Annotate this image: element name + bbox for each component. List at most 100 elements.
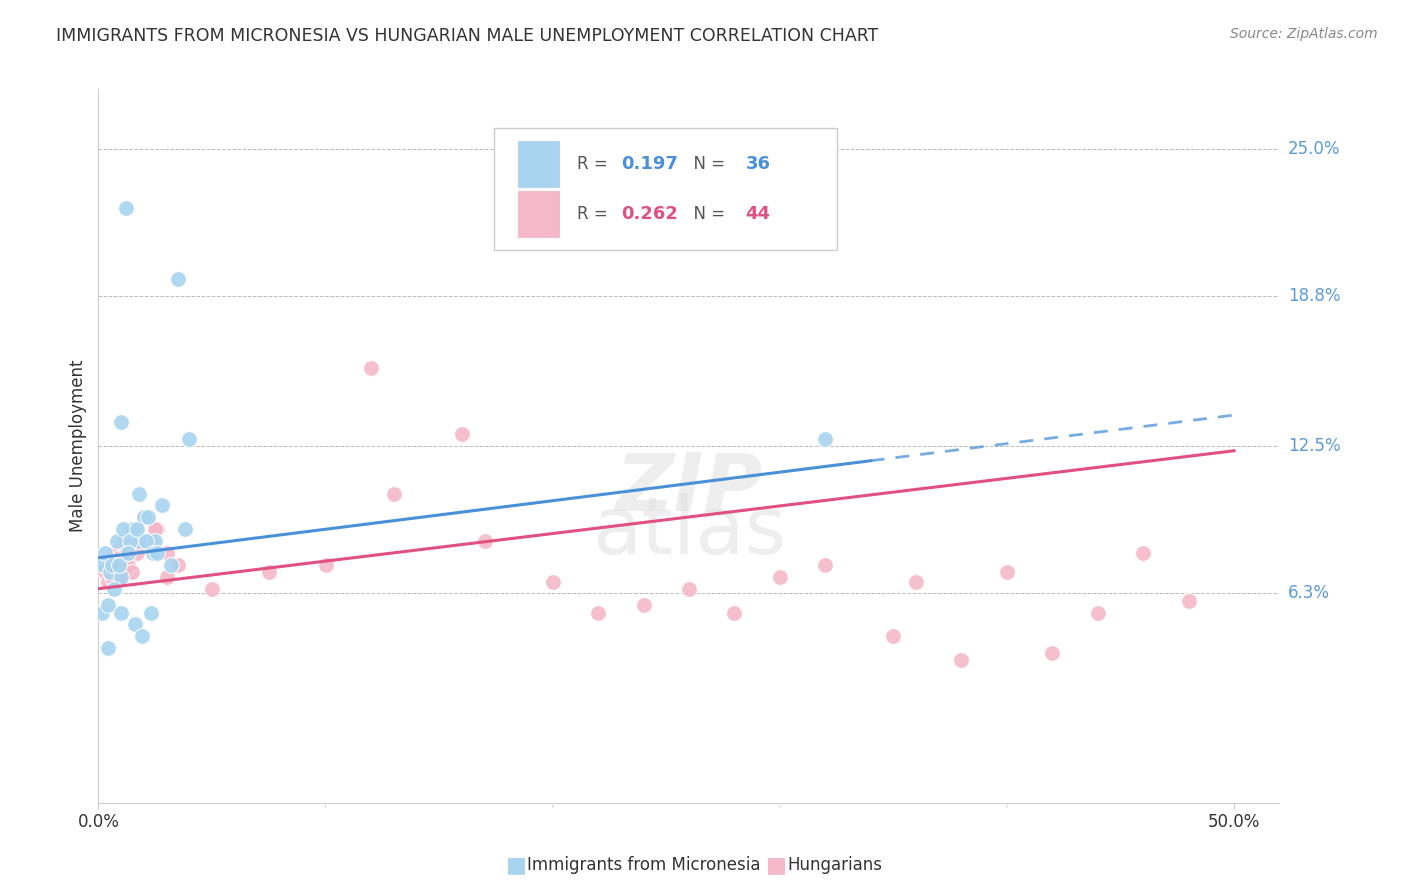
Text: Hungarians: Hungarians bbox=[787, 856, 883, 874]
Point bbox=[112, 522, 135, 536]
Point bbox=[1040, 646, 1063, 660]
Point bbox=[142, 546, 165, 560]
FancyBboxPatch shape bbox=[517, 141, 560, 187]
Point bbox=[950, 653, 973, 667]
Text: ■: ■ bbox=[766, 855, 787, 875]
Point bbox=[117, 558, 139, 572]
Point bbox=[120, 534, 142, 549]
Text: 36: 36 bbox=[745, 155, 770, 173]
Point bbox=[105, 534, 128, 549]
Text: atlas: atlas bbox=[592, 492, 786, 571]
Point bbox=[125, 522, 148, 536]
Point bbox=[105, 558, 128, 572]
Point bbox=[143, 534, 166, 549]
Point bbox=[139, 606, 162, 620]
Point bbox=[110, 570, 132, 584]
Point bbox=[146, 522, 169, 536]
Point bbox=[131, 629, 153, 643]
Point bbox=[108, 550, 131, 565]
Point bbox=[382, 486, 405, 500]
Text: 25.0%: 25.0% bbox=[1288, 140, 1340, 158]
Text: ZIP: ZIP bbox=[616, 450, 762, 528]
Point bbox=[160, 558, 183, 572]
Point bbox=[121, 522, 143, 536]
Point bbox=[117, 546, 139, 560]
Text: 12.5%: 12.5% bbox=[1288, 437, 1340, 455]
Point bbox=[90, 606, 112, 620]
Point bbox=[114, 201, 136, 215]
Point bbox=[1087, 606, 1109, 620]
Point bbox=[96, 599, 118, 613]
Point bbox=[1132, 546, 1154, 560]
Point bbox=[125, 546, 148, 560]
Point bbox=[882, 629, 904, 643]
Text: IMMIGRANTS FROM MICRONESIA VS HUNGARIAN MALE UNEMPLOYMENT CORRELATION CHART: IMMIGRANTS FROM MICRONESIA VS HUNGARIAN … bbox=[56, 27, 879, 45]
Point bbox=[173, 522, 195, 536]
Point bbox=[124, 617, 146, 632]
Point bbox=[155, 570, 177, 584]
Point bbox=[633, 599, 655, 613]
Point bbox=[94, 546, 117, 560]
Point bbox=[315, 558, 337, 572]
Point bbox=[723, 606, 745, 620]
Point bbox=[101, 570, 124, 584]
Point bbox=[179, 432, 201, 446]
Point bbox=[257, 565, 280, 579]
Point bbox=[110, 606, 132, 620]
Point bbox=[450, 427, 472, 442]
Text: Immigrants from Micronesia: Immigrants from Micronesia bbox=[527, 856, 761, 874]
Point bbox=[905, 574, 928, 589]
Point bbox=[128, 534, 150, 549]
Text: ■: ■ bbox=[506, 855, 527, 875]
Point bbox=[98, 558, 121, 572]
Point bbox=[138, 510, 160, 524]
Text: 18.8%: 18.8% bbox=[1288, 287, 1340, 305]
Point bbox=[155, 546, 177, 560]
Point bbox=[94, 565, 117, 579]
Point bbox=[108, 558, 131, 572]
FancyBboxPatch shape bbox=[517, 191, 560, 237]
Y-axis label: Male Unemployment: Male Unemployment bbox=[69, 359, 87, 533]
Point bbox=[769, 570, 792, 584]
Point bbox=[110, 415, 132, 429]
Point bbox=[995, 565, 1018, 579]
Point bbox=[112, 534, 135, 549]
Point bbox=[103, 582, 125, 596]
Point bbox=[474, 534, 496, 549]
Point bbox=[96, 574, 118, 589]
Point bbox=[150, 499, 173, 513]
Text: R =: R = bbox=[576, 155, 613, 173]
Point bbox=[128, 486, 150, 500]
Text: 44: 44 bbox=[745, 205, 770, 223]
Point bbox=[167, 558, 190, 572]
Point bbox=[121, 565, 143, 579]
Text: N =: N = bbox=[683, 155, 730, 173]
Point bbox=[132, 510, 155, 524]
FancyBboxPatch shape bbox=[494, 128, 837, 250]
Point bbox=[143, 522, 166, 536]
Point bbox=[360, 360, 382, 375]
Point bbox=[101, 558, 124, 572]
Point bbox=[541, 574, 564, 589]
Point bbox=[586, 606, 609, 620]
Point bbox=[1177, 593, 1199, 607]
Point bbox=[98, 565, 121, 579]
Point bbox=[132, 510, 155, 524]
Point bbox=[114, 546, 136, 560]
Point bbox=[201, 582, 224, 596]
Text: R =: R = bbox=[576, 205, 613, 223]
Point bbox=[678, 582, 700, 596]
Text: 0.262: 0.262 bbox=[621, 205, 679, 223]
Point bbox=[128, 534, 150, 549]
Text: N =: N = bbox=[683, 205, 730, 223]
Point bbox=[167, 272, 190, 286]
Point bbox=[110, 570, 132, 584]
Point bbox=[91, 558, 114, 572]
Point bbox=[103, 546, 125, 560]
Point bbox=[814, 558, 837, 572]
Point bbox=[135, 534, 157, 549]
Point bbox=[814, 432, 837, 446]
Text: Source: ZipAtlas.com: Source: ZipAtlas.com bbox=[1230, 27, 1378, 41]
Point bbox=[124, 522, 146, 536]
Text: 6.3%: 6.3% bbox=[1288, 584, 1330, 602]
